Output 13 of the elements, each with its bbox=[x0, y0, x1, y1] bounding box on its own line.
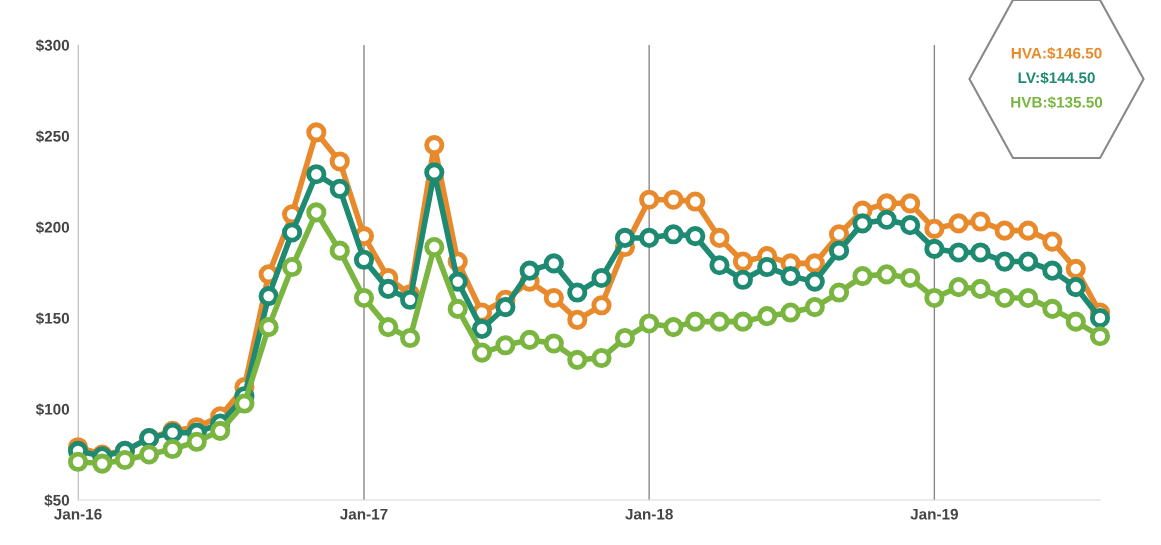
y-tick-label: $200 bbox=[35, 221, 70, 234]
x-tick-label: Jan-16 bbox=[54, 508, 102, 520]
y-tick-label: $150 bbox=[35, 312, 70, 325]
x-tick-label: Jan-18 bbox=[625, 508, 673, 520]
x-tick-label: Jan-19 bbox=[910, 508, 958, 520]
y-tick-label: $250 bbox=[35, 130, 70, 143]
y-tick-label: $100 bbox=[35, 403, 70, 416]
text: HVB:$135.50 bbox=[1011, 96, 1103, 109]
text: HVA:$146.50 bbox=[1011, 47, 1102, 60]
x-tick-label: Jan-17 bbox=[340, 508, 388, 520]
y-tick-label: $50 bbox=[44, 494, 70, 507]
y-tick-label: $300 bbox=[35, 39, 70, 52]
text: LV:$144.50 bbox=[1018, 71, 1095, 85]
